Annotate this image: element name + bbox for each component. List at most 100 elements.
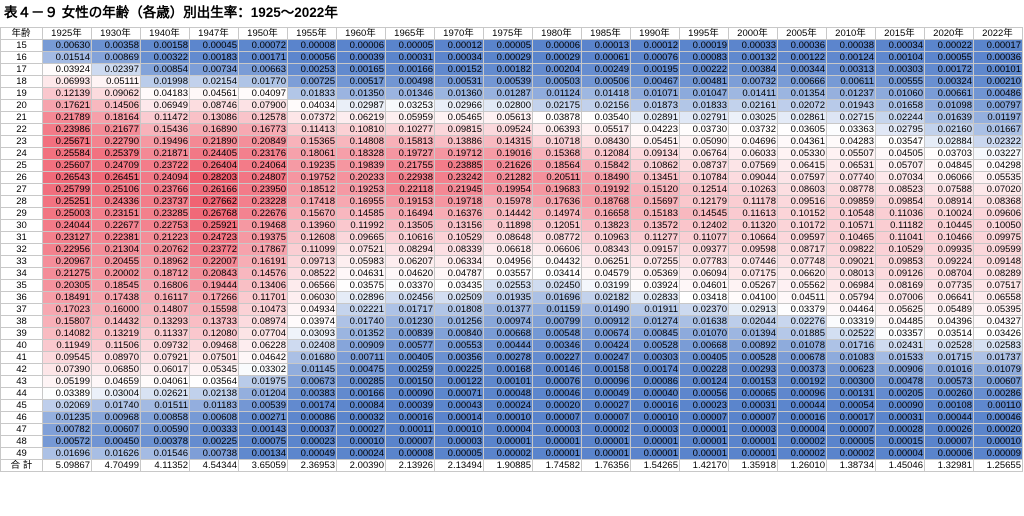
rate-cell: 0.15120 (630, 183, 680, 196)
rate-cell: 0.15183 (630, 207, 680, 220)
rate-cell: 0.11613 (728, 207, 778, 220)
rate-cell: 0.19954 (483, 183, 533, 196)
rate-cell: 0.00153 (728, 375, 778, 388)
rate-cell: 0.00004 (875, 447, 925, 460)
rate-cell: 0.00150 (385, 375, 435, 388)
rate-cell: 0.08974 (238, 315, 288, 328)
rate-cell: 0.17023 (42, 303, 92, 316)
rate-cell: 0.09859 (826, 195, 876, 208)
rate-cell: 0.09516 (777, 195, 827, 208)
age-label: 18 (0, 75, 43, 88)
rate-cell: 0.01204 (238, 387, 288, 400)
rate-cell: 0.00024 (483, 399, 533, 412)
rate-cell: 0.00539 (483, 75, 533, 88)
rate-cell: 0.19712 (434, 147, 484, 160)
rate-cell: 0.03418 (679, 291, 729, 304)
rate-cell: 0.01715 (924, 351, 974, 364)
rate-cell: 0.00031 (385, 51, 435, 64)
rate-cell: 0.06618 (483, 243, 533, 256)
rate-cell: 0.02891 (630, 111, 680, 124)
rate-cell: 0.10277 (385, 123, 435, 136)
rate-cell: 0.03924 (630, 279, 680, 292)
rate-cell: 0.02408 (287, 339, 337, 352)
age-label: 35 (0, 279, 43, 292)
rate-cell: 0.04298 (973, 159, 1023, 172)
rate-cell: 0.04396 (924, 315, 974, 328)
rate-cell: 0.18545 (91, 279, 141, 292)
rate-cell: 0.00498 (385, 75, 435, 88)
age-label: 49 (0, 447, 43, 460)
rate-cell: 0.06764 (679, 147, 729, 160)
rate-cell: 0.03414 (532, 267, 582, 280)
rate-cell: 0.22938 (385, 171, 435, 184)
rate-cell: 0.06066 (924, 171, 974, 184)
rate-cell: 0.00303 (630, 351, 680, 364)
rate-cell: 0.00002 (777, 435, 827, 448)
rate-cell: 0.00673 (287, 375, 337, 388)
table-row: 27 0.25799 0.25106 0.23766 0.26166 0.23950 0.1… (0, 183, 1023, 196)
rate-cell: 0.00006 (924, 447, 974, 460)
rate-cell: 0.01183 (189, 399, 239, 412)
column-header: 2015年 (875, 27, 925, 40)
rate-cell: 0.19752 (287, 171, 337, 184)
rate-cell: 0.04696 (728, 135, 778, 148)
rate-cell: 0.08523 (875, 183, 925, 196)
rate-cell: 0.03564 (189, 375, 239, 388)
rate-cell: 0.10784 (679, 171, 729, 184)
total-cell: 4.11352 (140, 459, 190, 472)
rate-cell: 0.09224 (924, 255, 974, 268)
rate-cell: 0.14442 (483, 207, 533, 220)
column-header: 1970年 (434, 27, 484, 40)
rate-cell: 0.00010 (483, 411, 533, 424)
rate-cell: 0.06207 (385, 255, 435, 268)
total-cell: 1.35918 (728, 459, 778, 472)
rate-cell: 0.14082 (42, 327, 92, 340)
rate-cell: 0.00131 (826, 387, 876, 400)
rate-cell: 0.03199 (581, 279, 631, 292)
rate-cell: 0.08169 (875, 279, 925, 292)
rate-cell: 0.13451 (630, 171, 680, 184)
rate-cell: 0.00225 (189, 435, 239, 448)
rate-cell: 0.02833 (630, 291, 680, 304)
rate-cell: 0.00869 (91, 51, 141, 64)
rate-cell: 0.00222 (679, 63, 729, 76)
rate-cell: 0.10718 (532, 135, 582, 148)
rate-cell: 0.01354 (777, 87, 827, 100)
rate-cell: 0.02182 (581, 291, 631, 304)
rate-cell: 0.00124 (679, 375, 729, 388)
age-label: 43 (0, 375, 43, 388)
rate-cell: 0.00517 (336, 75, 386, 88)
rate-cell: 0.00666 (777, 75, 827, 88)
rate-cell: 0.21223 (140, 231, 190, 244)
rate-cell: 0.01350 (336, 87, 386, 100)
rate-cell: 0.00096 (777, 387, 827, 400)
rate-cell: 0.05451 (630, 135, 680, 148)
rate-cell: 0.00623 (826, 363, 876, 376)
rate-cell: 0.11701 (238, 291, 288, 304)
rate-cell: 0.09148 (973, 255, 1023, 268)
rate-cell: 0.00324 (924, 75, 974, 88)
rate-cell: 0.00383 (287, 387, 337, 400)
rate-cell: 0.07175 (728, 267, 778, 280)
rate-cell: 0.22956 (42, 243, 92, 256)
rate-cell: 0.04505 (875, 147, 925, 160)
rate-cell: 0.00005 (483, 39, 533, 52)
rate-cell: 0.01717 (385, 303, 435, 316)
rate-cell: 0.09853 (875, 255, 925, 268)
rate-cell: 0.00166 (336, 387, 386, 400)
rate-cell: 0.08289 (973, 267, 1023, 280)
rate-cell: 0.00906 (875, 363, 925, 376)
rate-cell: 0.11036 (875, 207, 925, 220)
rate-cell: 0.00539 (238, 399, 288, 412)
rate-cell: 0.19839 (336, 159, 386, 172)
rate-cell: 0.06251 (581, 255, 631, 268)
column-header: 1990年 (630, 27, 680, 40)
rate-cell: 0.06993 (42, 75, 92, 88)
rate-cell: 0.10465 (826, 231, 876, 244)
rate-cell: 0.04183 (140, 87, 190, 100)
rate-cell: 0.10466 (924, 231, 974, 244)
rate-cell: 0.02160 (924, 123, 974, 136)
rate-cell: 0.24044 (42, 219, 92, 232)
rate-cell: 0.09377 (679, 243, 729, 256)
total-cell: 1.32981 (924, 459, 974, 472)
